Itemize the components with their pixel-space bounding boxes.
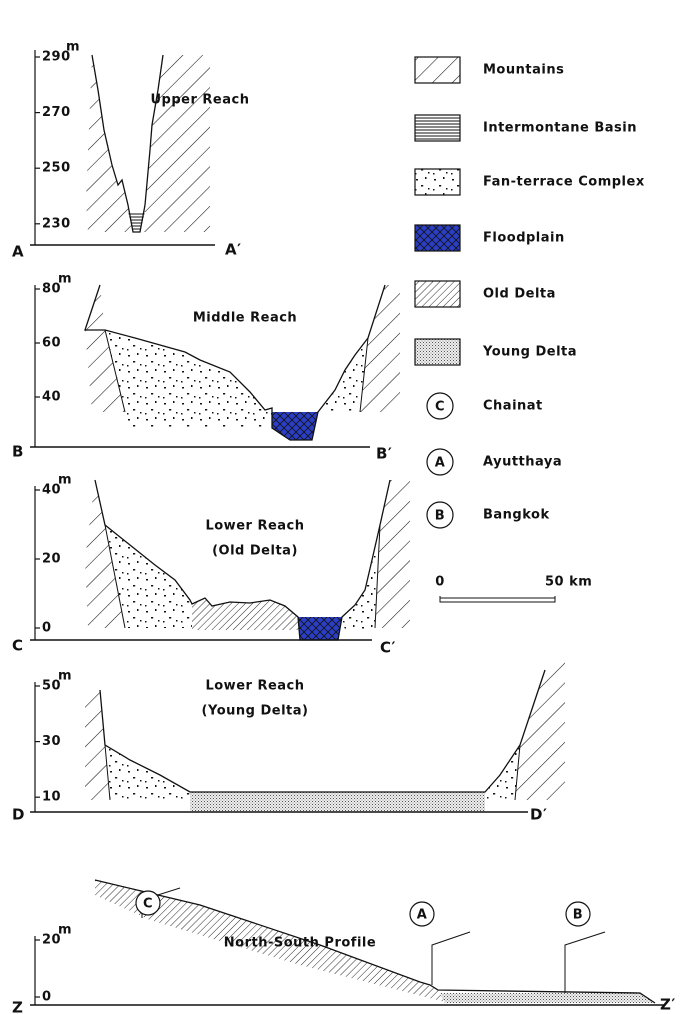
place-marker-key: B (573, 908, 583, 923)
tick-label: 60 (42, 336, 61, 351)
legend-label: Young Delta (482, 345, 577, 360)
marker-flag (432, 932, 470, 985)
legend-label: Fan-terrace Complex (483, 175, 645, 190)
floodplain (272, 412, 318, 440)
section-start: A (12, 243, 24, 261)
section-title: Lower Reach (205, 519, 304, 534)
place-marker-key: A (417, 908, 428, 923)
tick-label: 0 (42, 990, 52, 1005)
section-start: B (12, 443, 24, 461)
fan-terrace (105, 330, 272, 428)
legend-swatch (415, 225, 460, 251)
scale-end: 50 km (545, 575, 592, 590)
tick-label: 40 (42, 390, 61, 405)
section-title: (Old Delta) (212, 544, 298, 559)
place-key: B (435, 509, 445, 524)
legend-swatch (415, 57, 460, 83)
section-title: Lower Reach (205, 679, 304, 694)
figure: 0 50 km 290270250230mAA′Upper Reach80604… (0, 0, 686, 1014)
unit: m (58, 473, 72, 488)
legend-label: Floodplain (483, 231, 565, 246)
section-title: Upper Reach (151, 93, 250, 108)
section-end: A′ (225, 241, 242, 259)
tick-label: 270 (42, 105, 71, 120)
unit: m (66, 40, 80, 55)
marker-flag (565, 932, 605, 993)
legend-label: Mountains (483, 63, 564, 78)
scale-bar: 0 50 km (435, 575, 592, 603)
tick-label: 10 (42, 790, 61, 805)
place-label: Chainat (483, 399, 543, 414)
place-key: A (435, 456, 446, 471)
section-start: D (12, 806, 25, 824)
section-end: Z′ (660, 996, 676, 1014)
section-end: C′ (380, 639, 396, 657)
section-lower-young (85, 660, 565, 812)
section-end: B′ (376, 445, 392, 463)
tick-label: 250 (42, 161, 71, 176)
legend-label: Old Delta (483, 287, 556, 302)
place-key: C (435, 400, 445, 415)
young-delta (190, 792, 485, 812)
young-delta (440, 993, 655, 1003)
unit: m (58, 923, 72, 938)
unit: m (58, 272, 72, 287)
mountains (375, 480, 410, 628)
place-marker-key: C (143, 897, 153, 912)
section-title: North-South Profile (224, 936, 376, 951)
scale-start: 0 (435, 575, 445, 590)
fan-terrace (342, 525, 380, 630)
tick-label: 0 (42, 621, 52, 636)
section-upper (86, 55, 210, 232)
floodplain (298, 617, 342, 640)
section-title: (Young Delta) (202, 704, 309, 719)
scale-line (440, 596, 555, 602)
profile (100, 670, 545, 792)
legend-label: Intermontane Basin (483, 121, 637, 136)
section-end: D′ (530, 806, 547, 824)
legend-swatch (415, 115, 460, 141)
section-start: Z (12, 999, 23, 1014)
unit: m (58, 669, 72, 684)
tick-label: 30 (42, 734, 61, 749)
legend-swatch (415, 169, 460, 195)
section-start: C (12, 637, 24, 655)
mountains (515, 660, 565, 800)
tick-label: 230 (42, 216, 71, 231)
place-label: Ayutthaya (483, 455, 562, 470)
mountains (86, 55, 133, 232)
section-middle (85, 285, 400, 440)
tick-label: 20 (42, 552, 61, 567)
section-lower-old (85, 480, 410, 640)
legend-swatch (415, 281, 460, 307)
section-title: Middle Reach (193, 311, 297, 326)
place-label: Bangkok (483, 508, 550, 523)
legend-swatch (415, 339, 460, 365)
